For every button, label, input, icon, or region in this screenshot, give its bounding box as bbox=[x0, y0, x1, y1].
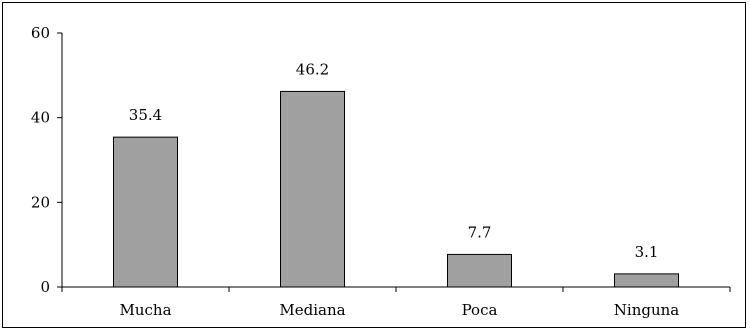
data-label-ninguna: 3.1 bbox=[635, 243, 659, 261]
category-label-mediana: Mediana bbox=[279, 301, 345, 319]
data-label-mediana: 46.2 bbox=[296, 60, 329, 78]
y-tick-label: 20 bbox=[31, 193, 50, 211]
data-labels: 35.4 46.2 7.7 3.1 bbox=[129, 60, 659, 260]
category-label-mucha: Mucha bbox=[119, 301, 171, 319]
data-label-mucha: 35.4 bbox=[129, 106, 162, 124]
data-label-poca: 7.7 bbox=[468, 223, 492, 241]
category-label-poca: Poca bbox=[462, 301, 498, 319]
y-axis-ticks: 0 20 40 60 bbox=[31, 24, 62, 296]
category-label-ninguna: Ninguna bbox=[614, 301, 680, 319]
bar-mediana bbox=[280, 90, 345, 288]
category-labels: Mucha Mediana Poca Ninguna bbox=[119, 301, 679, 319]
x-axis-ticks bbox=[61, 287, 731, 292]
bar-mucha bbox=[113, 136, 178, 288]
y-tick-label: 0 bbox=[40, 278, 50, 296]
bar-ninguna bbox=[614, 273, 679, 288]
y-tick-label: 60 bbox=[31, 24, 50, 42]
bars bbox=[113, 90, 679, 288]
bar-poca bbox=[447, 253, 512, 288]
y-tick-label: 40 bbox=[31, 109, 50, 127]
